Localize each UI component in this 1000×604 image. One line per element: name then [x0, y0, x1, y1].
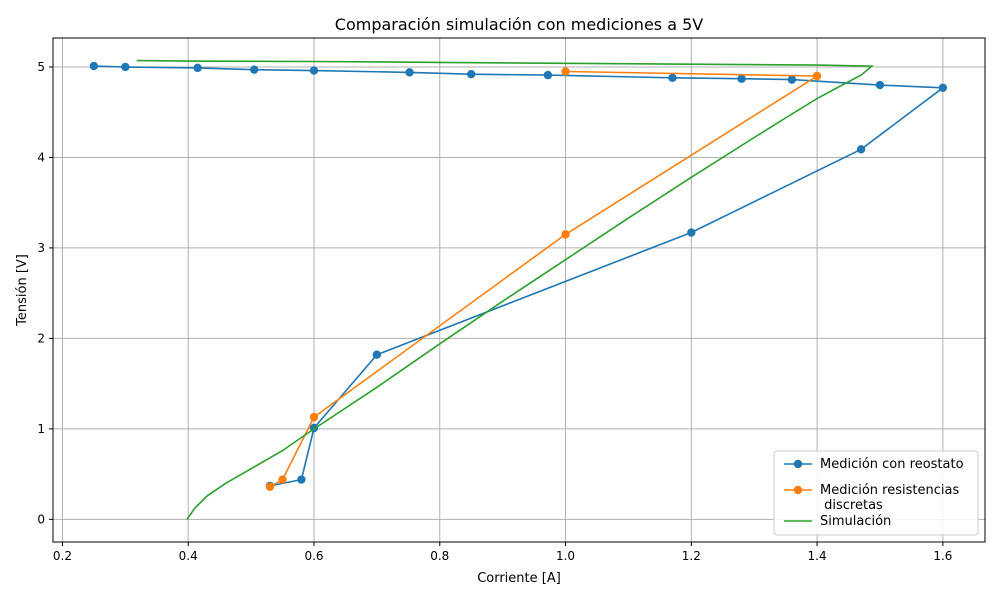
data-point [278, 475, 287, 484]
chart-title: Comparación simulación con mediciones a … [335, 15, 704, 34]
data-point [875, 80, 885, 90]
x-tick-label: 1.2 [682, 549, 701, 563]
data-point [668, 73, 677, 83]
x-tick-label: 1.6 [933, 549, 952, 563]
data-point [543, 70, 553, 80]
data-point [787, 75, 797, 84]
plot-frame [52, 37, 986, 543]
legend-label: Simulación [820, 514, 891, 529]
y-tick-label: 5 [37, 60, 45, 74]
x-tick-label: 1.4 [808, 549, 827, 563]
y-tick-label: 3 [37, 241, 45, 255]
legend-box [773, 450, 979, 536]
y-tick-label: 4 [37, 150, 45, 164]
y-tick-label: 0 [37, 512, 45, 526]
data-point [372, 350, 382, 359]
series-3 [136, 59, 874, 520]
legend: Medición con reostato Medición resistenci… [773, 450, 979, 536]
x-tick-label: 1.0 [556, 549, 575, 563]
x-tick-label: 0.8 [430, 549, 449, 563]
data-point [405, 68, 414, 77]
series-layer [89, 59, 948, 520]
y-tick-label: 1 [37, 422, 45, 436]
data-point [856, 145, 866, 154]
series-line [93, 65, 946, 487]
data-point [561, 230, 570, 239]
x-tick-label: 0.2 [53, 549, 72, 563]
data-point [737, 74, 746, 83]
y-tick-label: 2 [37, 331, 45, 345]
x-axis-label: Corriente [A] [477, 571, 561, 586]
data-point [89, 61, 99, 71]
data-point [938, 83, 948, 92]
legend-label: Medición resistencias discretas [820, 483, 959, 513]
series-2 [265, 67, 822, 492]
series-1 [89, 61, 948, 491]
data-point [812, 71, 822, 81]
data-point [265, 482, 275, 492]
legend-label: Medición con reostato [820, 457, 964, 472]
data-point [250, 65, 259, 74]
data-point [687, 228, 696, 237]
data-point [193, 63, 202, 73]
data-point [309, 412, 319, 422]
legend-marker [793, 459, 803, 469]
x-tick-label: 0.4 [179, 549, 198, 563]
legend-marker [793, 485, 803, 495]
data-point [309, 66, 319, 75]
data-point [561, 67, 570, 76]
data-point [467, 69, 476, 79]
y-axis-label: Tensión [V] [15, 254, 30, 327]
ticks: 0.2 0.4 0.6 0.8 1.0 1.2 1.4 1.6 0 1 2 3 4 5 [37, 60, 952, 563]
data-point [297, 475, 306, 484]
grid [53, 38, 985, 542]
data-point [121, 62, 130, 72]
series-line [269, 70, 820, 488]
series-line [136, 59, 874, 520]
x-tick-label: 0.6 [304, 549, 323, 563]
